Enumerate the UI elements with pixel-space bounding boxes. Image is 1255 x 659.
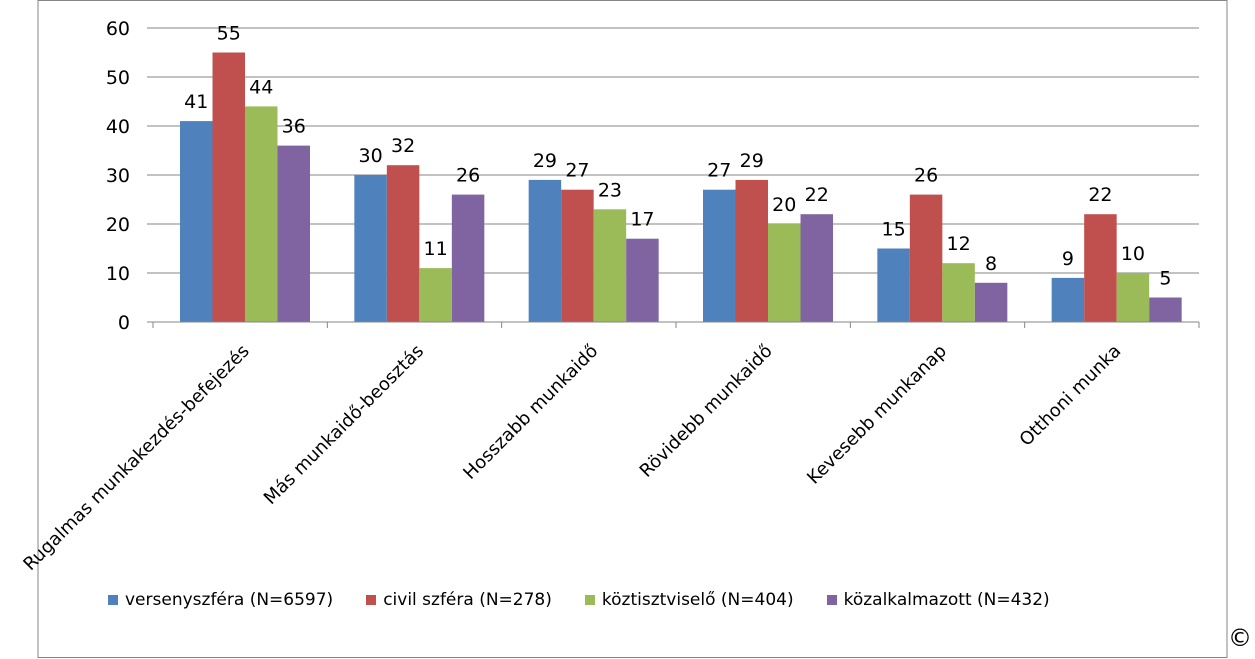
data-label: 20 — [772, 194, 796, 216]
data-label: 10 — [1121, 243, 1145, 265]
bar — [768, 224, 801, 322]
data-label: 27 — [707, 160, 731, 182]
y-tick-label: 0 — [118, 312, 130, 334]
bar — [180, 121, 213, 322]
bars — [180, 52, 1182, 323]
bar — [1149, 297, 1182, 322]
data-label: 15 — [881, 219, 905, 241]
gridlines — [153, 27, 1199, 274]
bar — [1084, 214, 1117, 322]
bar — [703, 189, 736, 322]
legend-label: civil szféra (N=278) — [383, 590, 552, 610]
legend-swatch — [826, 595, 837, 605]
bar — [593, 209, 627, 322]
value-labels: 41 30 29 27 15 9 55 32 27 29 26 22 44 11 23 20 12 10 36 26 1… — [184, 23, 1171, 290]
y-tick-label: 10 — [106, 263, 130, 285]
data-label: 23 — [598, 179, 622, 201]
bar — [212, 52, 245, 322]
bar — [1116, 273, 1150, 322]
legend-label: versenyszféra (N=6597) — [125, 590, 334, 610]
data-label: 32 — [391, 135, 415, 157]
legend-swatch — [584, 595, 595, 605]
data-label: 26 — [914, 165, 938, 187]
legend-label: köztisztviselő (N=404) — [601, 590, 794, 610]
copyright-mark: © — [1228, 624, 1252, 652]
bar — [974, 282, 1008, 322]
legend-item-civil-szfera: civil szféra (N=278) — [366, 590, 552, 610]
bar — [451, 194, 485, 322]
bar — [626, 238, 659, 322]
y-tick-label: 50 — [106, 67, 130, 89]
data-label: 30 — [358, 145, 382, 167]
data-label: 22 — [1088, 184, 1112, 206]
y-tick-label: 20 — [106, 214, 130, 236]
bar — [561, 189, 594, 322]
y-tick-labels: 0 10 20 30 40 50 60 — [106, 18, 153, 334]
legend-label: közalkalmazott (N=432) — [843, 590, 1050, 610]
bar — [1051, 277, 1085, 322]
data-label: 9 — [1062, 248, 1074, 270]
legend: versenyszféra (N=6597) civil szféra (N=2… — [108, 590, 1050, 610]
bar — [386, 165, 420, 322]
data-label: 41 — [184, 91, 208, 113]
axes — [152, 321, 1200, 328]
data-label: 12 — [946, 233, 970, 255]
bar — [800, 214, 833, 322]
bar — [909, 194, 943, 322]
legend-item-versenyszfera: versenyszféra (N=6597) — [108, 590, 333, 610]
y-tick-label: 40 — [106, 116, 130, 138]
data-label: 8 — [985, 253, 997, 275]
data-label: 17 — [630, 209, 654, 231]
data-label: 55 — [217, 23, 241, 45]
legend-item-koztisztviselo: köztisztviselő (N=404) — [584, 590, 794, 610]
bar — [277, 145, 310, 322]
data-label: 22 — [805, 184, 829, 206]
data-label: 5 — [1159, 268, 1171, 290]
bar — [354, 175, 387, 322]
bar — [419, 268, 452, 322]
data-label: 44 — [249, 76, 273, 98]
legend-item-kozalkalmazott: közalkalmazott (N=432) — [826, 590, 1050, 610]
bar — [735, 179, 768, 322]
y-tick-label: 30 — [106, 165, 130, 187]
legend-swatch — [366, 595, 377, 605]
data-label: 29 — [740, 150, 764, 172]
data-label: 29 — [533, 150, 557, 172]
bar — [528, 179, 562, 322]
bar — [245, 106, 278, 323]
bar — [877, 248, 910, 322]
bar — [942, 263, 975, 322]
y-tick-label: 60 — [106, 18, 130, 40]
data-label: 27 — [565, 160, 589, 182]
legend-swatch — [108, 595, 118, 605]
data-label: 11 — [423, 238, 447, 260]
data-label: 26 — [456, 165, 480, 187]
data-label: 36 — [282, 116, 306, 138]
